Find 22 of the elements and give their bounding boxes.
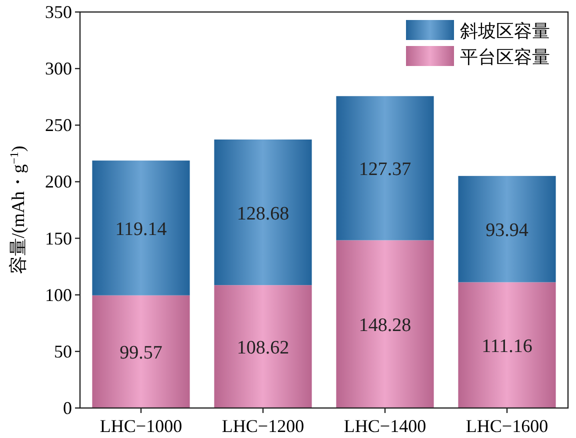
y-tick-label: 350 (45, 2, 72, 22)
y-tick-label: 250 (45, 115, 72, 136)
data-label: 111.16 (482, 336, 532, 358)
data-label: 119.14 (115, 218, 168, 240)
data-label: 148.28 (358, 315, 412, 336)
y-tick-label: 100 (45, 284, 72, 305)
data-label: 108.62 (236, 338, 290, 359)
data-label: 93.94 (486, 220, 529, 242)
data-label: 99.57 (120, 342, 162, 364)
y-tick-label: 50 (54, 341, 72, 362)
legend-label: 斜坡区容量 (460, 21, 550, 41)
legend-label: 平台区容量 (460, 47, 550, 67)
y-tick-label: 0 (63, 398, 72, 418)
x-tick-label: LHC−1000 (100, 416, 182, 436)
y-tick-label: 200 (45, 172, 72, 192)
y-tick-label: 300 (45, 58, 72, 79)
y-tick-label: 150 (45, 228, 72, 248)
data-label: 128.68 (236, 203, 290, 224)
x-tick-label: LHC−1400 (344, 416, 426, 436)
x-tick-label: LHC−1600 (466, 416, 548, 436)
data-label: 127.37 (358, 159, 412, 180)
x-tick-label: LHC−1200 (222, 416, 304, 436)
